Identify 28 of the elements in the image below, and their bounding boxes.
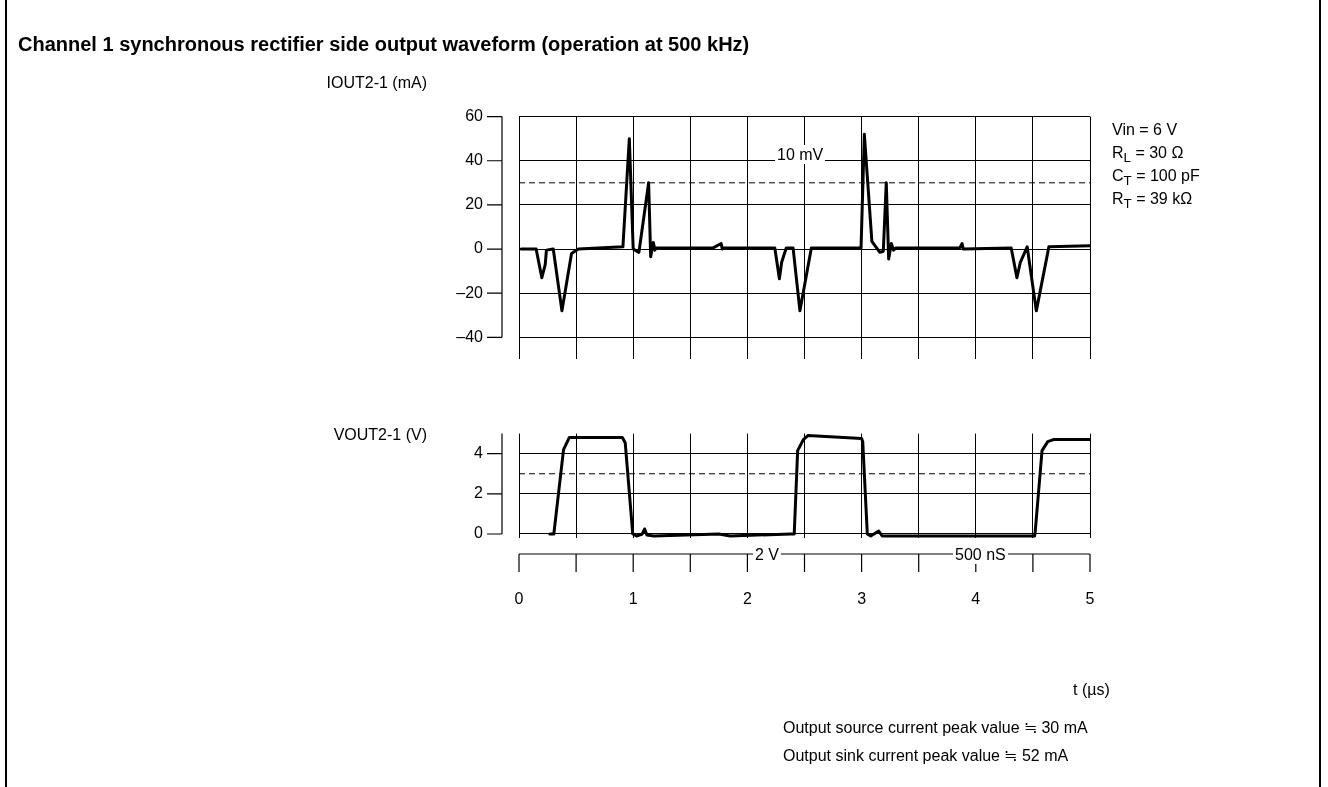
x-tick-label: 0 (514, 590, 524, 608)
y-tick-label: 20 (465, 195, 484, 213)
y-axis-title: VOUT2-1 (V) (333, 425, 427, 445)
y-tick-label: 40 (465, 151, 484, 169)
x-tick-label: 3 (857, 590, 867, 608)
text: R$_{L}$ = 30 Ω (1112, 143, 1184, 167)
text: 500 nS (953, 545, 1008, 565)
text: Output sink current peak value ≒ 52 mA (783, 746, 1069, 766)
chart-title: Channel 1 synchronous rectifier side output waveform (operation at 500 kHz) (18, 32, 750, 56)
text: Output source current peak value ≒ 30 mA (783, 718, 1088, 738)
x-tick-label: 2 (742, 590, 752, 608)
text: 2 V (753, 545, 782, 565)
text: C$_{T}$ = 100 pF (1112, 166, 1200, 190)
x-tick-label: 4 (971, 590, 981, 608)
text: R$_{T}$ = 39 kΩ (1112, 189, 1193, 213)
y-axis-title: IOUT2-1 (mA) (326, 73, 427, 93)
y-tick-label: 60 (465, 107, 484, 125)
x-tick-label: 1 (628, 590, 638, 608)
y-tick-label: 0 (474, 524, 484, 542)
x-tick-label: 5 (1085, 590, 1095, 608)
x-axis-title: t (µs) (1073, 680, 1110, 700)
text: Vin = 6 V (1112, 120, 1178, 140)
y-tick-label: 0 (474, 239, 484, 257)
y-tick-label: –20 (456, 283, 484, 301)
y-tick-label: 4 (474, 444, 484, 462)
y-tick-label: –40 (456, 328, 484, 346)
annotation: 10 mV (775, 145, 826, 165)
y-tick-label: 2 (474, 484, 484, 502)
